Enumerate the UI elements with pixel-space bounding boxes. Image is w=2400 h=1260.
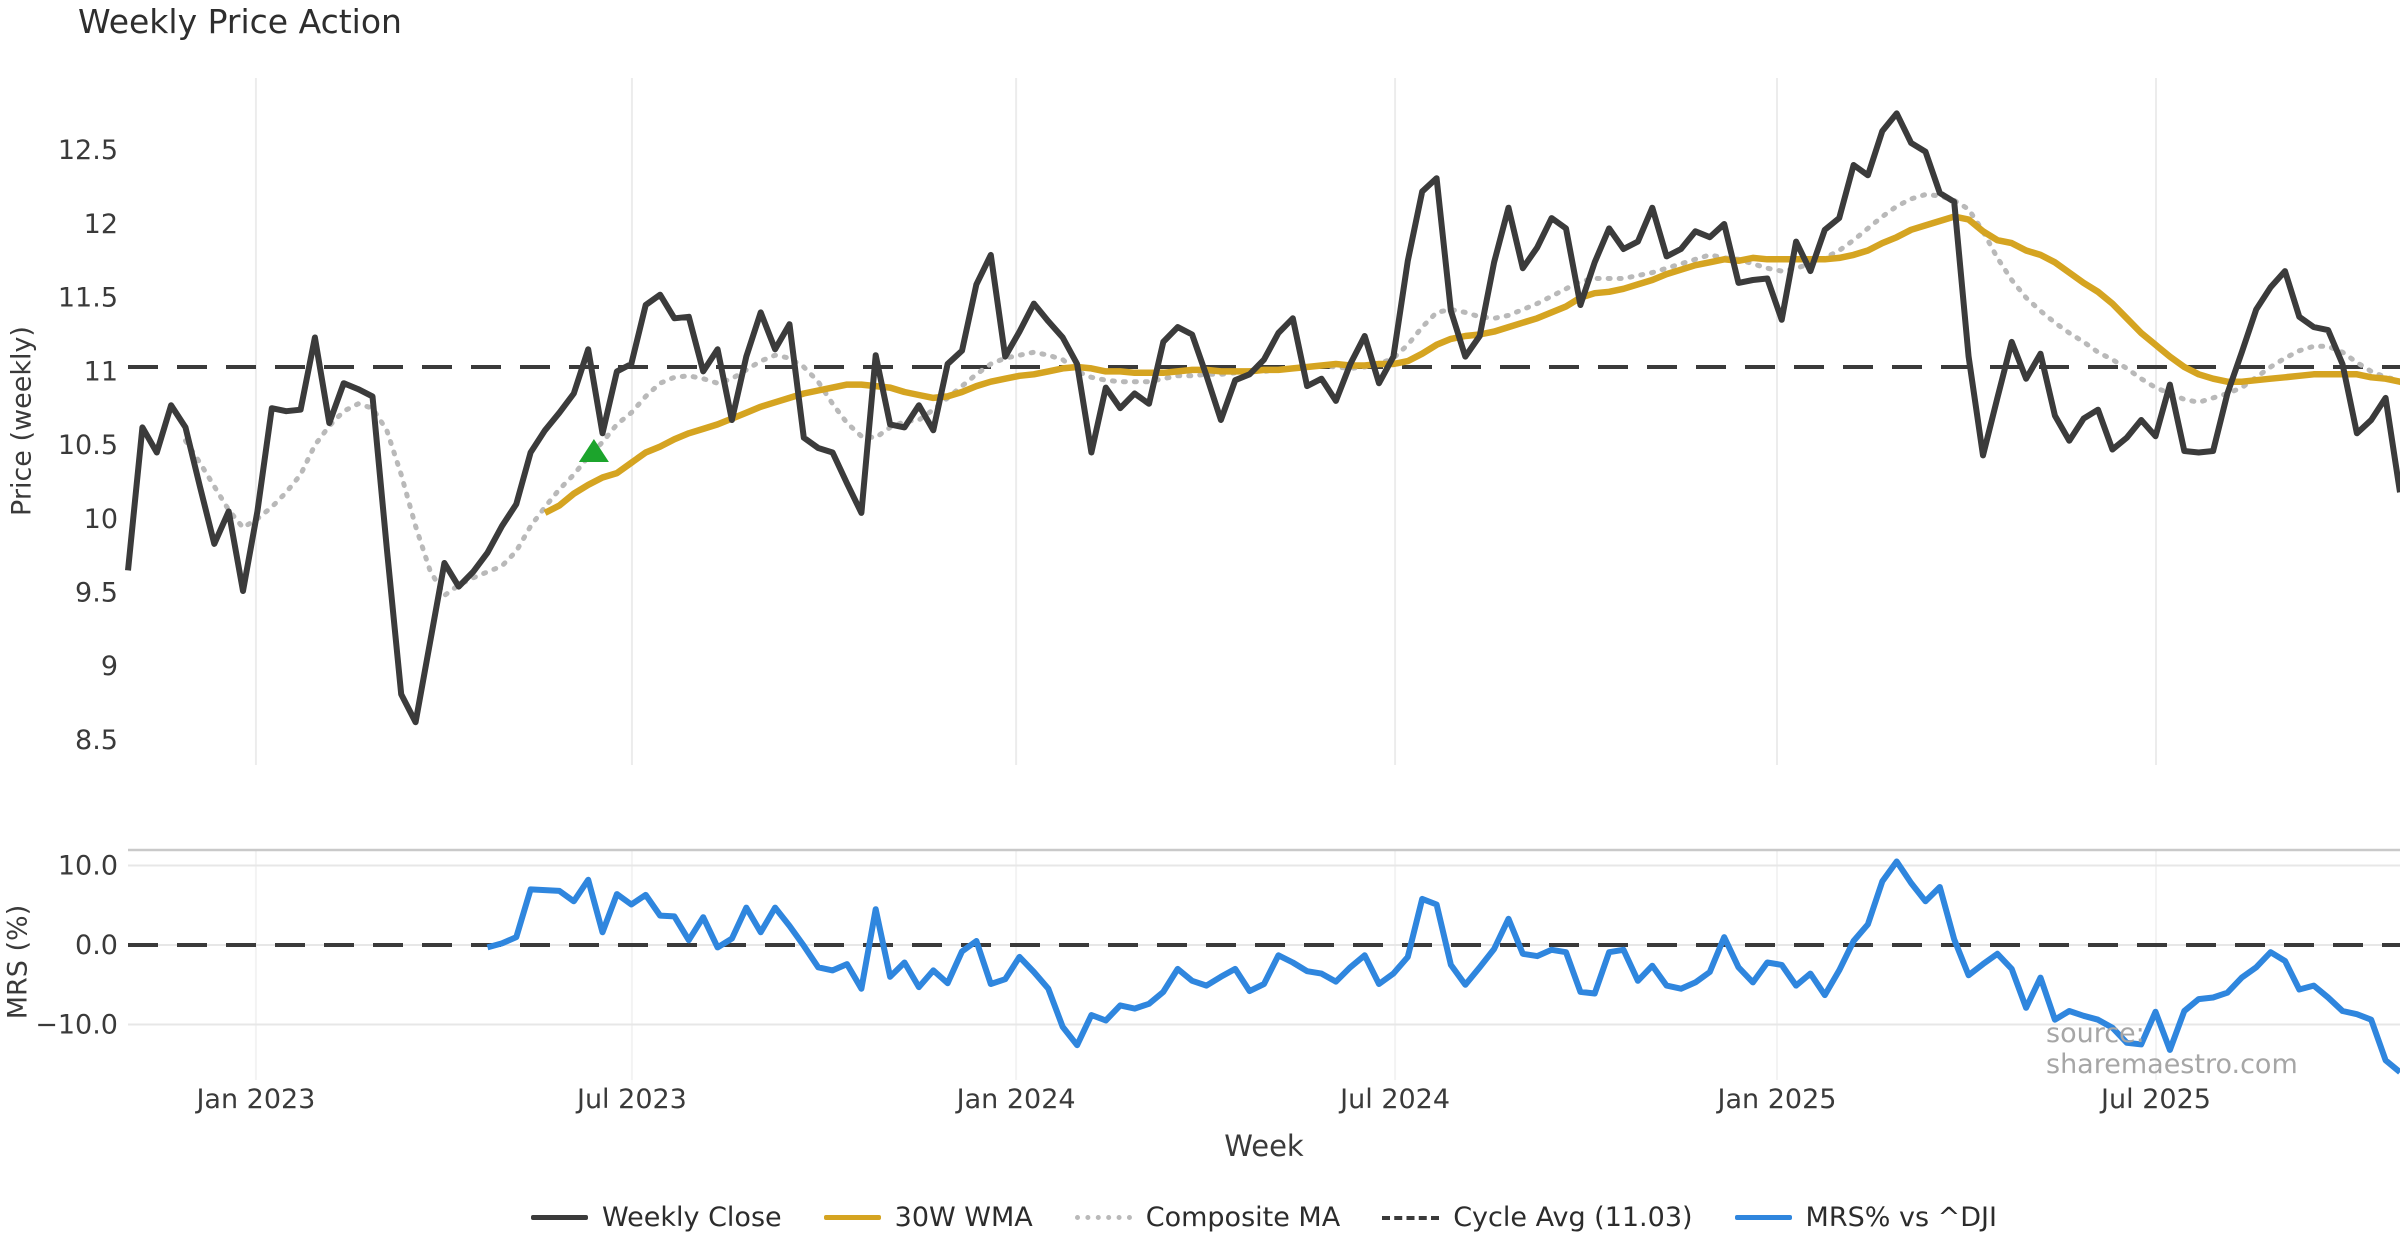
page-title: Weekly Price Action [78,2,402,41]
mrs-line [486,858,2400,1075]
price-y-tick-label: 11 [84,356,118,387]
mrs-axis-label: MRS (%) [2,904,34,1020]
legend-label: Cycle Avg (11.03) [1453,1202,1693,1233]
x-tick-label: Jul 2024 [1338,1084,1450,1115]
weekly-close-line-swatch [531,1215,589,1220]
mrs-line-swatch [1734,1215,1792,1220]
legend-item-30w-wma: 30W WMA [823,1202,1033,1233]
watermark-text: source: sharemaestro.com [2046,1018,2298,1080]
weekly-close-line [125,110,2400,726]
price-y-tick-label: 9 [101,651,118,682]
price-y-tick-label: 10 [84,504,118,535]
price-axis-label: Price (weekly) [6,326,38,516]
price-y-tick-label: 11.5 [58,283,118,314]
price-y-tick-label: 12 [84,209,118,240]
x-tick-label: Jan 2024 [955,1084,1076,1115]
legend-item-composite-ma: Composite MA [1074,1202,1341,1233]
legend: Weekly Close 30W WMA Composite MA Cycle … [128,1202,2400,1233]
wma-line-swatch [823,1215,881,1220]
mrs-y-tick-label: 0.0 [75,930,118,961]
price-y-tick-label: 8.5 [75,725,118,756]
legend-label: Weekly Close [602,1202,782,1233]
x-axis-label: Week [1224,1129,1304,1163]
price-y-tick-label: 10.5 [58,430,118,461]
legend-label: Composite MA [1145,1202,1341,1233]
x-tick-label: Jan 2023 [194,1084,315,1115]
composite-ma-line-swatch [1074,1215,1132,1220]
legend-item-weekly-close: Weekly Close [531,1202,782,1233]
price-y-tick-label: 9.5 [75,578,118,609]
legend-label: MRS% vs ^DJI [1805,1202,1997,1233]
wma-line [543,213,2400,516]
legend-label: 30W WMA [894,1202,1033,1233]
price-y-tick-label: 12.5 [58,135,118,166]
legend-item-mrs: MRS% vs ^DJI [1734,1202,1997,1233]
x-tick-label: Jul 2025 [2099,1084,2211,1115]
legend-item-cycle-avg: Cycle Avg (11.03) [1382,1202,1693,1233]
composite-ma-line [183,192,2400,598]
buy-signal-triangle-marker [578,438,609,462]
x-tick-label: Jul 2023 [575,1084,687,1115]
cycle-avg-line-swatch [1382,1215,1440,1220]
mrs-y-tick-label: 10.0 [58,851,118,882]
mrs-y-tick-label: −10.0 [35,1010,118,1041]
x-tick-label: Jan 2025 [1716,1084,1837,1115]
